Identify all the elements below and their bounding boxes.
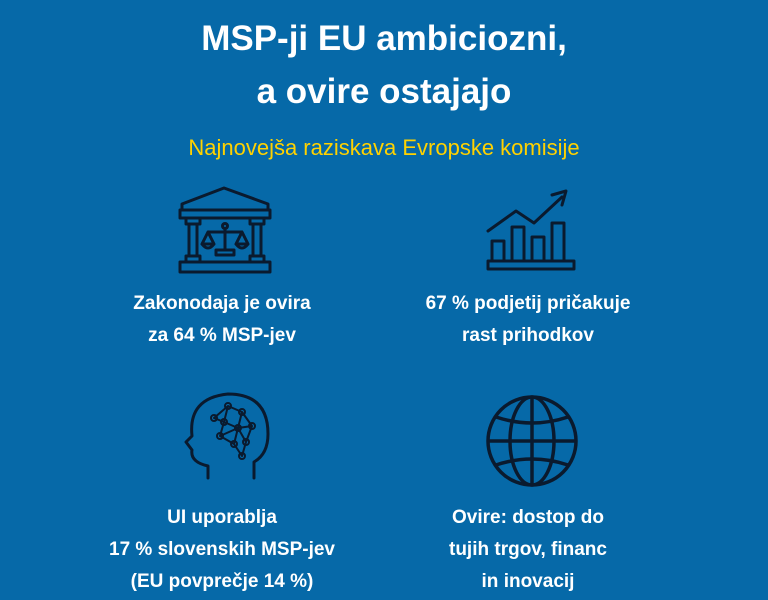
card-text-line: Zakonodaja je ovira	[133, 293, 311, 314]
growth-chart-icon	[484, 183, 580, 277]
courthouse-scales-icon	[178, 186, 274, 278]
card-text-line: za 64 % MSP-jev	[148, 325, 296, 346]
title-line-1: MSP-ji EU ambiciozni,	[201, 19, 567, 58]
page-title: MSP-ji EU ambiciozni, a ovire ostajajo	[0, 12, 768, 118]
card-text-line: rast prihodkov	[462, 325, 594, 346]
card-revenue-growth: 67 % podjetij pričakuje rast prihodkov	[358, 288, 698, 352]
card-text-line: in inovacij	[481, 571, 575, 592]
card-legislation: Zakonodaja je ovira za 64 % MSP-jev	[52, 288, 392, 352]
card-text-line: 17 % slovenskih MSP-jev	[109, 539, 335, 560]
card-barriers: Ovire: dostop do tujih trgov, financ in …	[358, 502, 698, 598]
card-ai-usage: UI uporablja 17 % slovenskih MSP-jev (EU…	[52, 502, 392, 598]
subtitle: Najnovejša raziskava Evropske komisije	[188, 135, 580, 160]
ai-brain-head-icon	[184, 390, 274, 482]
card-text-line: 67 % podjetij pričakuje	[425, 293, 631, 314]
title-line-2: a ovire ostajajo	[256, 72, 512, 111]
card-text-line: UI uporablja	[167, 507, 277, 528]
card-text-line: (EU povprečje 14 %)	[130, 571, 314, 592]
globe-icon	[484, 393, 580, 489]
card-text-line: tujih trgov, financ	[449, 539, 607, 560]
card-text-line: Ovire: dostop do	[452, 507, 604, 528]
